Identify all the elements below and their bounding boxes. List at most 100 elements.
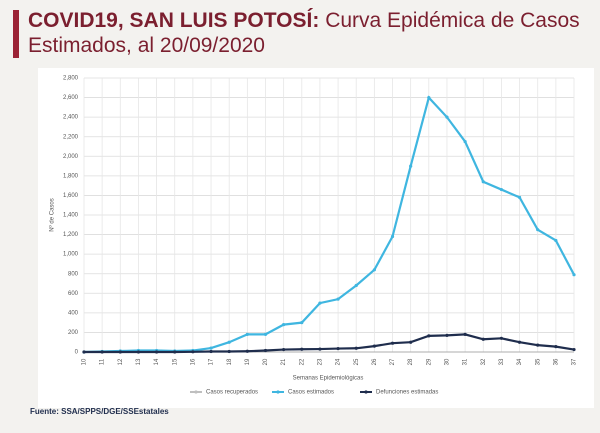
point xyxy=(536,343,540,347)
x-tick-label: 18 xyxy=(227,358,233,365)
point xyxy=(227,340,231,344)
point xyxy=(445,333,449,337)
y-tick-label: 1,200 xyxy=(63,232,79,238)
x-tick-label: 11 xyxy=(100,358,106,365)
point xyxy=(409,164,413,168)
x-axis-label: Semanas Epidemiológicas xyxy=(293,376,364,382)
y-tick-label: 2,400 xyxy=(63,115,79,121)
point xyxy=(136,350,141,354)
point xyxy=(572,273,576,277)
point xyxy=(227,349,231,354)
title-block: COVID19, SAN LUIS POTOSÍ: Curva Epidémic… xyxy=(28,8,593,58)
x-tick-label: 37 xyxy=(572,358,578,365)
point xyxy=(209,349,213,354)
y-tick-label: 2,200 xyxy=(63,134,79,140)
point xyxy=(282,323,286,327)
point xyxy=(318,347,322,351)
y-tick-label: 2,000 xyxy=(63,154,79,160)
y-axis-label: Nº de Casos xyxy=(49,198,56,232)
point xyxy=(481,180,485,184)
point xyxy=(282,347,286,352)
point xyxy=(154,350,159,354)
source: Fuente: SSA/SPPS/DGE/SSEstatales xyxy=(30,407,169,416)
point xyxy=(554,345,558,349)
x-tick-label: 10 xyxy=(82,358,88,365)
x-tick-label: 31 xyxy=(463,358,469,365)
point xyxy=(445,115,449,119)
series-line xyxy=(84,333,575,354)
legend-marker xyxy=(364,390,368,394)
point xyxy=(82,350,86,354)
series-line xyxy=(83,95,575,354)
point xyxy=(300,347,304,351)
point xyxy=(336,346,340,351)
point xyxy=(118,350,122,354)
point xyxy=(517,195,522,199)
point xyxy=(481,337,485,341)
x-tick-label: 33 xyxy=(499,358,505,365)
point xyxy=(354,283,358,288)
x-tick-label: 25 xyxy=(354,358,360,365)
point xyxy=(409,340,413,344)
legend-marker xyxy=(276,390,280,394)
y-tick-label: 1,000 xyxy=(63,252,79,258)
accent-bar xyxy=(13,10,19,58)
chart-subtitle: Curva Epidémica de Casos Estimados, al 2… xyxy=(28,9,580,57)
point xyxy=(318,301,322,305)
x-tick-label: 21 xyxy=(281,358,287,365)
y-tick-label: 2,600 xyxy=(63,95,79,101)
x-tick-label: 30 xyxy=(445,358,451,365)
x-tick-label: 34 xyxy=(517,358,523,365)
plot-background xyxy=(38,68,594,408)
point xyxy=(263,332,268,336)
x-tick-label: 32 xyxy=(481,358,487,365)
point xyxy=(209,346,213,350)
y-tick-label: 0 xyxy=(75,350,79,356)
legend-label: Casos estimados xyxy=(288,390,334,396)
point xyxy=(554,238,558,243)
x-tick-label: 35 xyxy=(535,358,541,365)
x-tick-label: 20 xyxy=(263,358,269,365)
point xyxy=(517,340,522,344)
y-tick-label: 600 xyxy=(68,291,79,297)
y-tick-label: 1,600 xyxy=(63,193,79,199)
point xyxy=(191,350,195,354)
x-tick-label: 29 xyxy=(426,358,432,365)
x-tick-label: 36 xyxy=(553,358,559,365)
y-tick-label: 1,400 xyxy=(63,213,79,219)
x-tick-label: 24 xyxy=(336,358,342,365)
point xyxy=(245,349,249,353)
x-tick-label: 13 xyxy=(136,358,142,365)
point xyxy=(536,228,540,232)
legend-label: Defunciones estimadas xyxy=(376,390,438,396)
x-tick-label: 19 xyxy=(245,358,251,365)
legend-marker xyxy=(194,390,198,394)
point xyxy=(173,350,177,354)
y-tick-label: 800 xyxy=(68,271,79,277)
x-tick-label: 22 xyxy=(299,358,305,365)
x-tick-label: 27 xyxy=(390,358,396,365)
chart-title: COVID19, SAN LUIS POTOSÍ: xyxy=(28,9,320,32)
x-tick-label: 23 xyxy=(318,358,324,365)
point xyxy=(372,268,376,272)
point xyxy=(100,350,104,354)
x-tick-label: 17 xyxy=(209,358,215,365)
point xyxy=(390,341,395,345)
x-tick-label: 15 xyxy=(172,358,178,365)
x-tick-label: 12 xyxy=(118,358,124,365)
x-tick-label: 26 xyxy=(372,358,378,365)
point xyxy=(336,297,340,301)
point xyxy=(427,95,431,100)
point xyxy=(354,346,358,350)
x-tick-label: 16 xyxy=(190,358,196,365)
point xyxy=(245,332,249,336)
point xyxy=(463,140,467,144)
point xyxy=(572,347,576,352)
point xyxy=(499,336,504,340)
point xyxy=(463,332,467,336)
y-tick-label: 200 xyxy=(68,330,79,336)
y-tick-label: 400 xyxy=(68,310,79,316)
x-tick-label: 28 xyxy=(408,358,414,365)
